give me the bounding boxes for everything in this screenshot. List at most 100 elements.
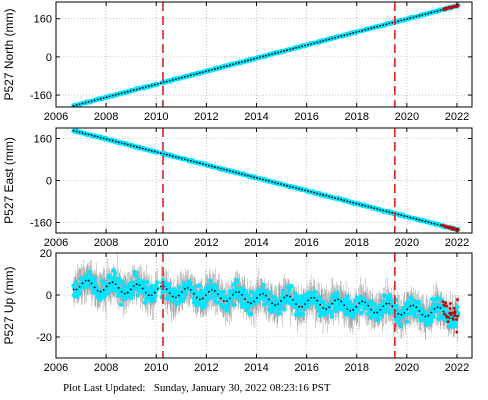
x-tick-label: 2006 <box>44 111 68 123</box>
model-point <box>319 193 322 196</box>
x-tick-label: 2008 <box>94 362 118 374</box>
model-point <box>310 43 313 45</box>
model-point <box>219 297 222 300</box>
model-point <box>204 70 207 73</box>
data-point <box>117 276 122 281</box>
model-point <box>379 24 382 27</box>
x-tick-label: 2020 <box>395 111 419 123</box>
model-point <box>376 311 379 314</box>
model-point <box>102 137 105 140</box>
model-point <box>346 308 349 310</box>
model-point <box>183 158 186 161</box>
panel-3: 2006 2008 2010 2012 2014 2016 2018 2020 2022 -20 0… <box>2 248 473 374</box>
data-point <box>345 294 351 299</box>
model-point <box>180 76 183 79</box>
model-point <box>198 298 201 301</box>
model-point <box>96 289 99 292</box>
data-point <box>261 282 266 288</box>
model-point <box>304 189 306 192</box>
x-tick-label: 2018 <box>344 362 368 374</box>
model-point <box>409 17 412 19</box>
model-point <box>186 75 189 77</box>
data-point <box>197 283 202 288</box>
recent-point <box>446 320 450 323</box>
model-point <box>87 279 90 282</box>
model-point <box>442 310 445 313</box>
model-point <box>250 302 252 305</box>
model-point <box>409 216 412 219</box>
model-point <box>105 138 108 141</box>
model-point <box>159 152 162 155</box>
model-point <box>135 283 138 286</box>
model-point <box>78 131 81 134</box>
y-tick-label: 0 <box>46 290 52 302</box>
recent-point <box>455 318 459 321</box>
model-point <box>81 102 84 105</box>
data-point <box>417 300 422 306</box>
data-point <box>109 287 115 293</box>
model-point <box>147 294 150 297</box>
model-point <box>352 309 355 311</box>
data-point <box>102 293 107 299</box>
model-point <box>331 302 334 305</box>
model-point <box>180 157 183 160</box>
model-point <box>436 306 439 309</box>
model-point <box>415 306 418 309</box>
model-point <box>397 20 400 23</box>
model-point <box>147 149 150 151</box>
model-point <box>96 98 99 101</box>
plot-area <box>71 3 461 107</box>
model-point <box>283 184 285 186</box>
recent-point <box>451 311 454 315</box>
model-point <box>141 287 144 290</box>
data-point <box>74 280 79 285</box>
data-point <box>142 300 148 305</box>
model-point <box>150 84 153 87</box>
model-point <box>201 163 204 165</box>
model-point <box>421 219 424 222</box>
model-point <box>111 281 114 284</box>
model-point <box>84 279 87 282</box>
model-point <box>325 308 328 310</box>
x-tick-label: 2020 <box>395 362 419 374</box>
model-point <box>397 213 400 216</box>
recent-point <box>456 314 459 318</box>
recent-point <box>444 301 447 305</box>
model-point <box>192 292 195 295</box>
x-tick-label: 2014 <box>244 111 268 123</box>
model-point <box>331 37 334 40</box>
model-point <box>93 99 96 102</box>
recent-position-series <box>441 298 460 334</box>
model-point <box>430 11 433 14</box>
model-point <box>177 294 180 297</box>
data-point <box>296 308 302 314</box>
model-point <box>409 305 412 308</box>
data-point <box>106 273 112 278</box>
model-point <box>174 78 177 81</box>
model-point <box>307 190 310 193</box>
model-point <box>138 284 141 287</box>
model-point <box>141 147 144 150</box>
data-point <box>248 312 253 317</box>
model-point <box>138 87 141 90</box>
data-point <box>147 298 153 304</box>
model-point <box>298 187 300 190</box>
model-point <box>403 18 406 21</box>
model-point <box>325 194 328 197</box>
data-point <box>177 284 182 290</box>
model-point <box>235 291 237 294</box>
data-point <box>438 297 443 302</box>
data-point <box>245 293 250 298</box>
model-point <box>244 60 246 63</box>
model-point <box>201 71 204 74</box>
model-point <box>265 54 267 57</box>
data-point <box>215 300 220 305</box>
model-point <box>114 93 117 96</box>
model-point <box>346 200 349 203</box>
model-point <box>126 90 129 93</box>
model-point <box>72 129 75 132</box>
x-tick-label: 2006 <box>44 237 68 249</box>
model-point <box>210 289 213 291</box>
x-tick-label: 2010 <box>144 237 168 249</box>
y-tick-label: -20 <box>36 332 52 344</box>
